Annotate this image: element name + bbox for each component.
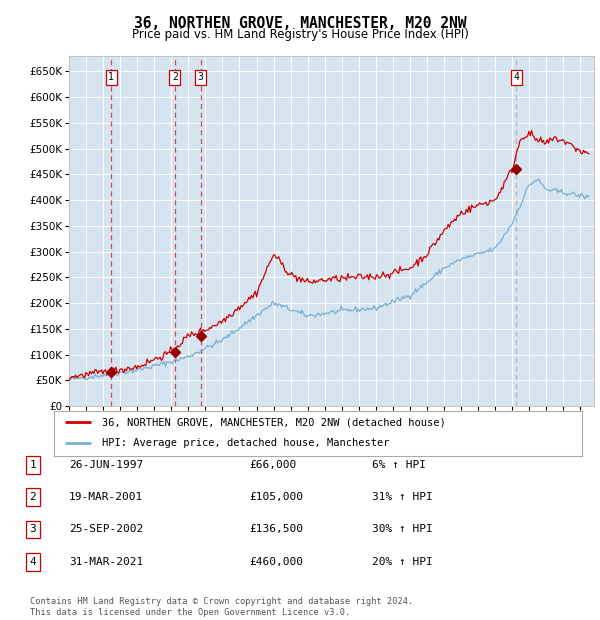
Text: 3: 3 bbox=[198, 73, 203, 82]
Text: HPI: Average price, detached house, Manchester: HPI: Average price, detached house, Manc… bbox=[101, 438, 389, 448]
Text: 1: 1 bbox=[29, 460, 37, 470]
Text: 30% ↑ HPI: 30% ↑ HPI bbox=[372, 525, 433, 534]
Text: 26-JUN-1997: 26-JUN-1997 bbox=[69, 460, 143, 470]
Text: 19-MAR-2001: 19-MAR-2001 bbox=[69, 492, 143, 502]
Text: 6% ↑ HPI: 6% ↑ HPI bbox=[372, 460, 426, 470]
Text: 4: 4 bbox=[29, 557, 37, 567]
Text: 1: 1 bbox=[109, 73, 114, 82]
Text: 36, NORTHEN GROVE, MANCHESTER, M20 2NW (detached house): 36, NORTHEN GROVE, MANCHESTER, M20 2NW (… bbox=[101, 417, 445, 427]
Text: £105,000: £105,000 bbox=[249, 492, 303, 502]
Text: 4: 4 bbox=[514, 73, 520, 82]
Text: 2: 2 bbox=[29, 492, 37, 502]
Text: 31% ↑ HPI: 31% ↑ HPI bbox=[372, 492, 433, 502]
Text: £136,500: £136,500 bbox=[249, 525, 303, 534]
Text: 20% ↑ HPI: 20% ↑ HPI bbox=[372, 557, 433, 567]
Text: 3: 3 bbox=[29, 525, 37, 534]
Text: 25-SEP-2002: 25-SEP-2002 bbox=[69, 525, 143, 534]
Text: £460,000: £460,000 bbox=[249, 557, 303, 567]
Text: Contains HM Land Registry data © Crown copyright and database right 2024.
This d: Contains HM Land Registry data © Crown c… bbox=[30, 598, 413, 617]
Text: Price paid vs. HM Land Registry's House Price Index (HPI): Price paid vs. HM Land Registry's House … bbox=[131, 28, 469, 41]
Text: 2: 2 bbox=[172, 73, 178, 82]
Text: 36, NORTHEN GROVE, MANCHESTER, M20 2NW: 36, NORTHEN GROVE, MANCHESTER, M20 2NW bbox=[134, 16, 466, 30]
Text: £66,000: £66,000 bbox=[249, 460, 296, 470]
Text: 31-MAR-2021: 31-MAR-2021 bbox=[69, 557, 143, 567]
